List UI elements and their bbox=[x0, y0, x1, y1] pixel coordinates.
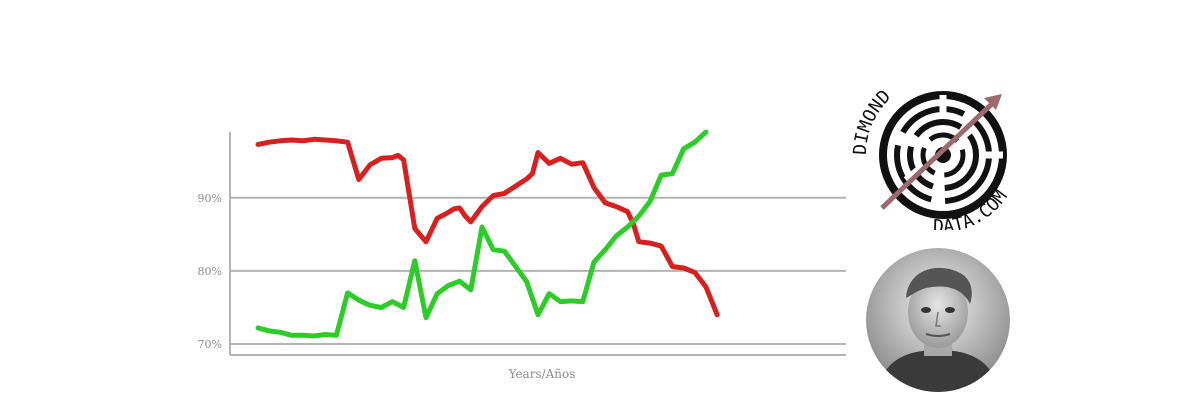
tick-labels: 70% 80% 90% bbox=[198, 192, 222, 351]
y-tick-label: 90% bbox=[198, 192, 222, 205]
arrow-head-icon bbox=[984, 94, 1002, 110]
axes bbox=[229, 132, 846, 356]
author-portrait bbox=[866, 248, 1010, 392]
series-line-1 bbox=[255, 136, 720, 318]
brand-name-top: DIMOND bbox=[850, 86, 895, 155]
brand-logo: DIMOND DATA.COM bbox=[848, 60, 1038, 238]
series-line-2 bbox=[255, 129, 709, 339]
series-lines bbox=[255, 129, 720, 339]
maze-logo-icon: DIMOND DATA.COM bbox=[850, 86, 1012, 238]
y-tick-label: 70% bbox=[198, 338, 222, 351]
person-photo-icon bbox=[866, 248, 1010, 392]
y-tick-label: 80% bbox=[198, 265, 222, 278]
x-axis-title: Years/Años bbox=[508, 367, 576, 381]
gridlines bbox=[230, 196, 846, 346]
